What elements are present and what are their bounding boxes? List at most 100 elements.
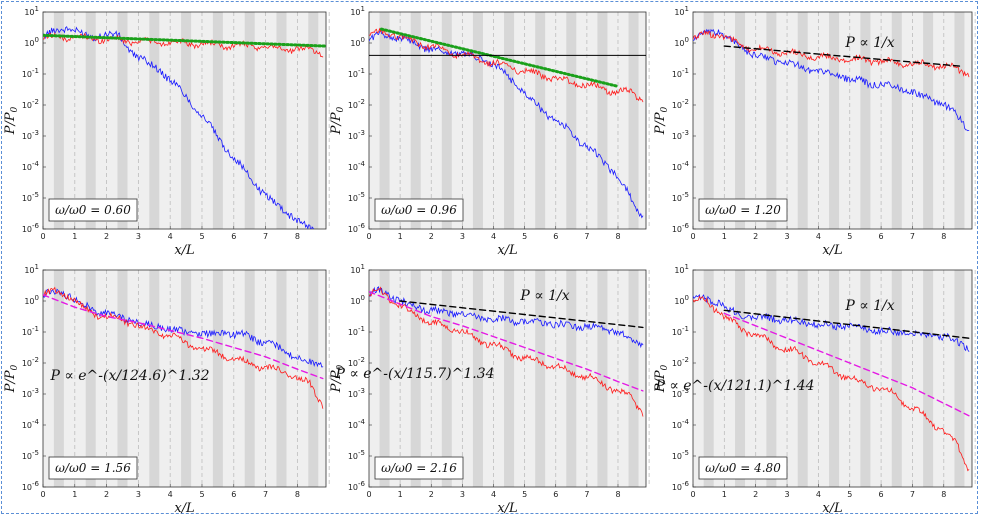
x-axis-label: x/L (174, 501, 194, 516)
x-tick-label: 0 (366, 490, 371, 499)
x-tick-label: 3 (784, 490, 789, 499)
y-tick-label: 101 (350, 5, 365, 17)
x-tick-label: 4 (491, 490, 496, 499)
x-tick-label: 0 (40, 232, 45, 241)
band (566, 12, 577, 229)
x-tick-label: 5 (522, 490, 527, 499)
band (379, 270, 390, 487)
axes-frame (42, 269, 327, 488)
x-tick-label: 3 (136, 490, 141, 499)
y-tick-label: 10-6 (22, 222, 40, 234)
series-red (43, 286, 324, 409)
band (472, 12, 483, 229)
x-tick-label: 7 (584, 232, 589, 241)
frequency-label-box (698, 456, 788, 480)
y-tick-label: 10-5 (672, 191, 689, 203)
band (735, 270, 746, 487)
x-axis-label: x/L (822, 501, 842, 516)
band (923, 270, 934, 487)
y-axis-label: P/P0 (329, 364, 346, 393)
band (85, 270, 96, 487)
y-tick-label: 10-1 (672, 67, 689, 79)
y-tick-label: 10-4 (348, 160, 366, 172)
band (860, 270, 871, 487)
y-tick-label: 10-4 (22, 160, 40, 172)
band (954, 12, 965, 229)
band (181, 270, 192, 487)
band (276, 270, 287, 487)
x-axis-label: x/L (497, 501, 517, 516)
y-tick-label: 10-2 (672, 98, 689, 110)
x-tick-label: 6 (231, 232, 236, 241)
y-tick-label: 101 (350, 263, 365, 275)
band (535, 12, 546, 229)
y-axis-label: P/P0 (3, 106, 20, 135)
x-tick-label: 1 (72, 490, 77, 499)
chart-panel-3: 101 100 10-1 10-2 10-3 10-4 10-5 10-60 1 2 3 4 5 6 7 8 x… (653, 5, 976, 258)
band (923, 12, 934, 229)
x-tick-label: 2 (753, 232, 758, 241)
series-blue (369, 286, 644, 349)
y-tick-label: 10-4 (348, 418, 366, 430)
x-tick-label: 5 (847, 232, 852, 241)
band (829, 270, 840, 487)
series-blue (693, 28, 970, 132)
chart-panel-4: 101 100 10-1 10-2 10-3 10-4 10-5 10-60 1 2 3 4 5 6 7 8 x… (3, 263, 330, 516)
x-tick-label: 5 (199, 232, 204, 241)
band (212, 270, 223, 487)
x-tick-label: 0 (40, 490, 45, 499)
chart-panel-6: 101 100 10-1 10-2 10-3 10-4 10-5 10-60 1 2 3 4 5 6 7 8 x… (653, 263, 976, 516)
x-tick-label: 8 (615, 490, 620, 499)
frequency-label-box (48, 456, 138, 480)
band (535, 270, 546, 487)
axes-frame (692, 11, 973, 230)
x-tick-label: 3 (460, 490, 465, 499)
y-tick-label: 10-2 (348, 98, 365, 110)
band (212, 12, 223, 229)
x-tick-label: 5 (199, 490, 204, 499)
x-tick-label: 3 (784, 232, 789, 241)
x-tick-label: 6 (879, 232, 884, 241)
x-tick-label: 7 (263, 490, 268, 499)
x-tick-label: 4 (491, 232, 496, 241)
series-red (369, 286, 644, 417)
x-tick-label: 7 (263, 232, 268, 241)
x-tick-label: 4 (168, 232, 173, 241)
x-tick-label: 3 (460, 232, 465, 241)
chart-panel-2: 101 100 10-1 10-2 10-3 10-4 10-5 10-60 1 2 3 4 5 6 7 8 x… (329, 5, 650, 258)
band (244, 270, 255, 487)
x-tick-label: 3 (136, 232, 141, 241)
x-tick-label: 7 (584, 490, 589, 499)
x-tick-label: 1 (722, 232, 727, 241)
y-tick-label: 100 (674, 36, 689, 48)
series-group (693, 293, 970, 472)
y-tick-label: 10-2 (22, 356, 39, 368)
band (410, 12, 421, 229)
x-axis-label: x/L (497, 243, 517, 258)
y-tick-label: 10-4 (22, 418, 40, 430)
x-tick-label: 7 (910, 490, 915, 499)
x-tick-label: 6 (879, 490, 884, 499)
band (410, 270, 421, 487)
band (181, 12, 192, 229)
series-group (369, 286, 644, 417)
y-tick-label: 10-5 (348, 191, 365, 203)
series-red (693, 29, 970, 78)
fit-annotation-inverse: P ∝ 1/x (844, 298, 894, 314)
band (954, 270, 965, 487)
y-axis-label: P/P0 (3, 364, 20, 393)
y-tick-label: 101 (674, 5, 689, 17)
frequency-label-box (48, 198, 138, 222)
y-tick-label: 10-5 (22, 191, 39, 203)
band (829, 12, 840, 229)
fit-annotation: P ∝ e^-(x/115.7)^1.34 (334, 366, 494, 382)
band (504, 270, 515, 487)
y-tick-label: 10-6 (672, 480, 690, 492)
y-tick-label: 10-1 (22, 325, 39, 337)
y-axis-label: P/P0 (329, 106, 346, 135)
band (891, 270, 902, 487)
band (597, 270, 608, 487)
y-tick-label: 10-1 (348, 67, 365, 79)
band (441, 270, 452, 487)
x-tick-label: 4 (816, 232, 821, 241)
